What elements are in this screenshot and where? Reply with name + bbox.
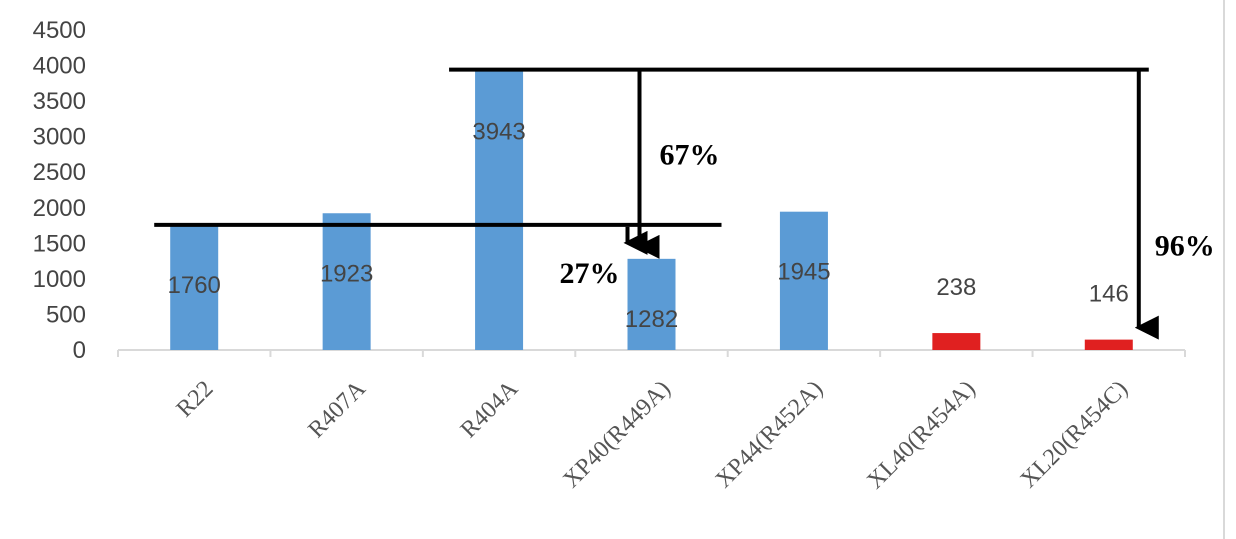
data-label: 3943: [472, 119, 525, 146]
bar: [779, 211, 828, 350]
y-axis-tick-labels: 0 500 1000 1500 2000 2500 3000 3500 4000 4500: [33, 17, 86, 364]
bar: [1084, 339, 1133, 350]
data-label: 1282: [625, 306, 678, 333]
annotation-27-percent: 27%: [560, 257, 620, 290]
y-tick-label: 1500: [33, 230, 86, 257]
category-label: XP44(R452A): [711, 376, 828, 493]
bar: [170, 224, 219, 350]
y-tick-label: 1000: [33, 266, 86, 293]
data-label: 1923: [320, 260, 373, 287]
category-label: XL20(R454C): [1016, 376, 1133, 493]
category-label: R407A: [303, 375, 371, 443]
annotation-67-percent: 67%: [660, 139, 720, 172]
y-tick-label: 0: [73, 337, 86, 364]
bar: [627, 258, 676, 350]
data-label: 1760: [168, 272, 221, 299]
data-label: 1945: [777, 259, 830, 286]
y-tick-label: 2500: [33, 159, 86, 186]
category-labels-group: R22 R407A R404A XP40(R449A) XP44(R452A) XL40(…: [172, 375, 1133, 494]
bar: [932, 333, 981, 350]
category-label: XP40(R449A): [558, 376, 675, 493]
y-tick-label: 500: [46, 301, 86, 328]
y-tick-label: 4500: [33, 17, 86, 44]
y-tick-label: 2000: [33, 195, 86, 222]
bars-group: [170, 69, 1133, 350]
annotations-group: 27% 67% 96%: [154, 67, 1215, 340]
category-label: R404A: [456, 375, 524, 443]
y-tick-label: 4000: [33, 53, 86, 80]
y-tick-label: 3500: [33, 88, 86, 115]
x-axis-ticks: [117, 350, 1186, 357]
data-label: 146: [1089, 281, 1129, 308]
y-tick-label: 3000: [33, 124, 86, 151]
category-label: XL40(R454A): [862, 376, 980, 494]
bar: [322, 213, 371, 350]
bar: [475, 69, 524, 350]
data-label: 238: [936, 274, 976, 301]
annotation-96-percent: 96%: [1155, 229, 1215, 262]
data-labels-group: 1760 1923 3943 1282 1945 238 146: [168, 119, 1129, 333]
category-label: R22: [172, 376, 219, 423]
